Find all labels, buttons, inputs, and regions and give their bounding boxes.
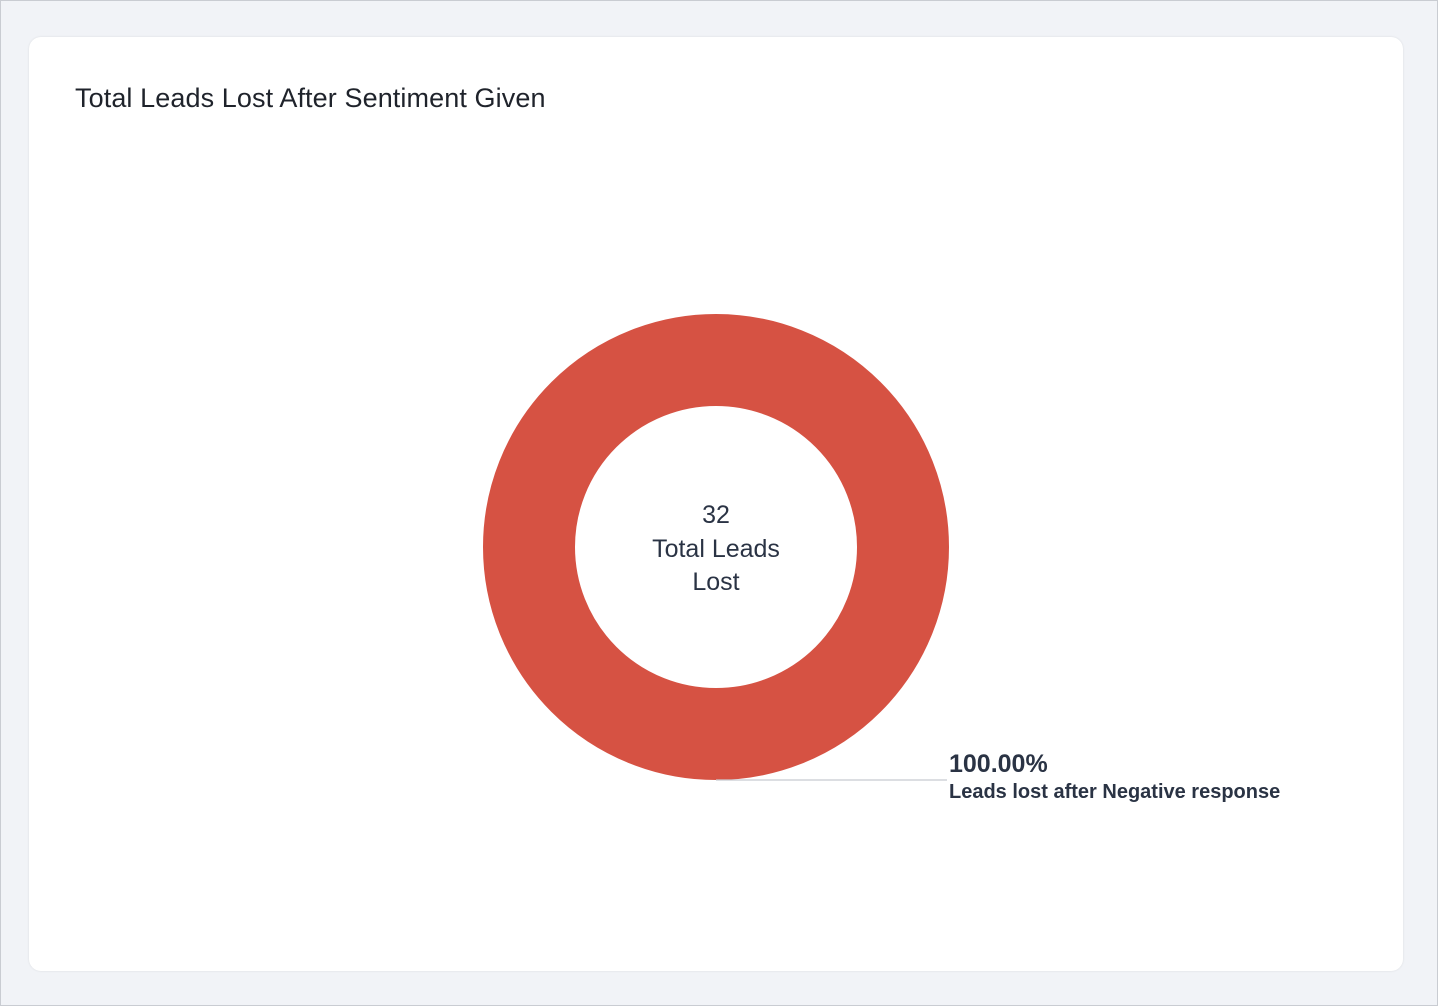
donut-chart: 32 Total Leads Lost 100.00% Leads lost a… (483, 314, 1280, 803)
donut-slice-0[interactable] (483, 314, 949, 780)
center-value: 32 (702, 501, 730, 529)
chart-title: Total Leads Lost After Sentiment Given (75, 83, 546, 113)
donut-slices (483, 314, 949, 780)
callout-percent: 100.00% (949, 750, 1048, 778)
callout-label: Leads lost after Negative response (949, 781, 1280, 803)
center-label-line1: Total Leads (652, 535, 780, 563)
center-label-line2: Lost (692, 568, 739, 596)
chart-card: Total Leads Lost After Sentiment Given 3… (29, 37, 1403, 971)
